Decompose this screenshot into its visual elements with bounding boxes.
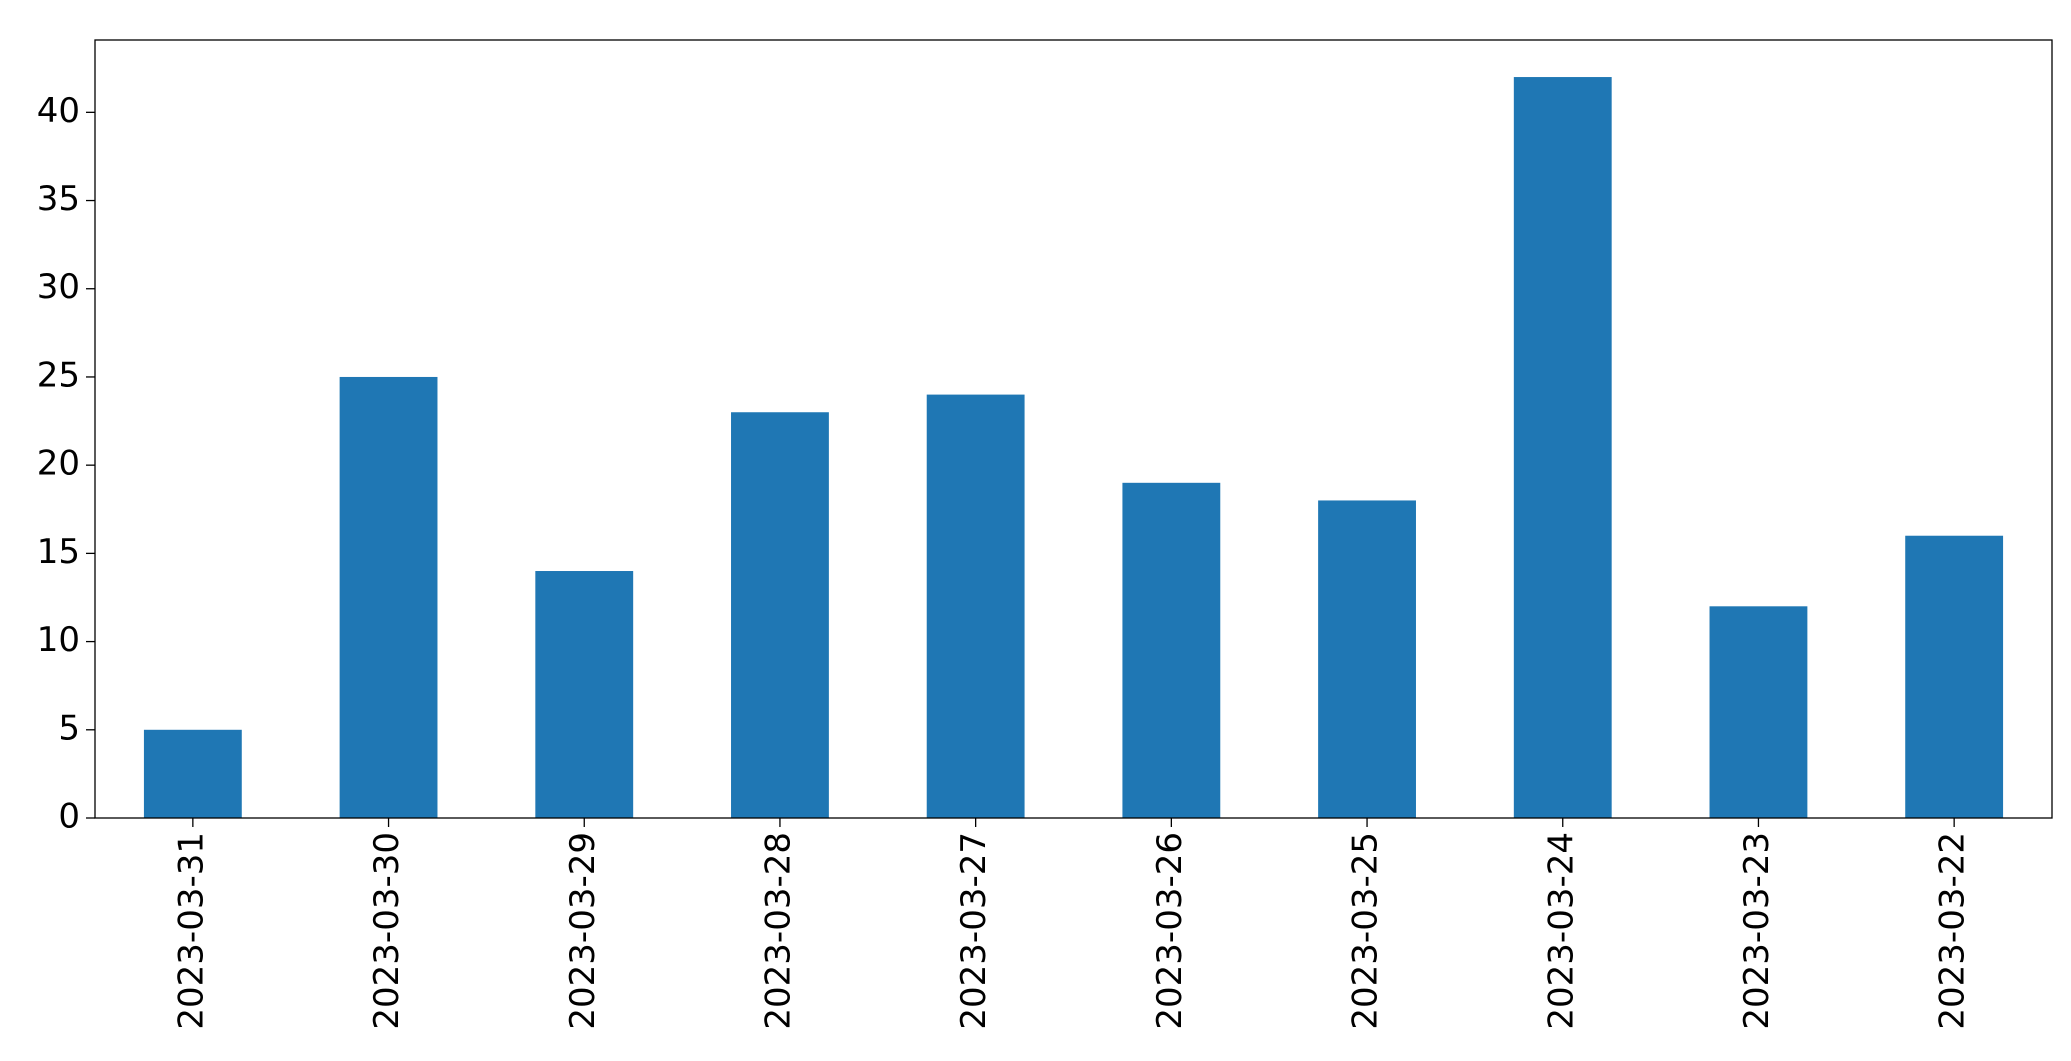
bar <box>143 729 242 818</box>
bar <box>1513 77 1612 819</box>
bar <box>1905 535 2004 818</box>
bar <box>339 376 438 818</box>
x-tick-label: 2023-03-26 <box>1150 832 1190 1030</box>
x-tick-label: 2023-03-30 <box>367 832 407 1030</box>
x-tick-label: 2023-03-22 <box>1933 832 1973 1030</box>
x-tick-label: 2023-03-23 <box>1737 832 1777 1030</box>
bar <box>535 571 634 818</box>
y-tick-label: 5 <box>58 708 80 748</box>
bar <box>1122 482 1221 818</box>
y-tick-label: 40 <box>37 91 80 131</box>
y-tick-label: 15 <box>37 532 80 572</box>
y-tick-label: 10 <box>37 620 80 660</box>
x-tick-label: 2023-03-25 <box>1346 832 1386 1030</box>
x-tick-label: 2023-03-28 <box>758 832 798 1030</box>
y-tick-label: 0 <box>58 797 80 837</box>
bar <box>1318 500 1416 818</box>
y-tick-label: 35 <box>37 179 80 219</box>
bar <box>926 394 1025 818</box>
bar <box>731 412 829 818</box>
plot-frame <box>94 39 2053 819</box>
y-tick-label: 20 <box>37 444 80 484</box>
x-tick-label: 2023-03-29 <box>563 832 603 1030</box>
x-tick-label: 2023-03-24 <box>1541 832 1581 1030</box>
y-tick-label: 25 <box>37 355 80 395</box>
x-tick-label: 2023-03-27 <box>954 832 994 1030</box>
y-tick-label: 30 <box>37 267 80 307</box>
x-tick-label: 2023-03-31 <box>171 832 211 1030</box>
bar <box>1709 606 1808 818</box>
